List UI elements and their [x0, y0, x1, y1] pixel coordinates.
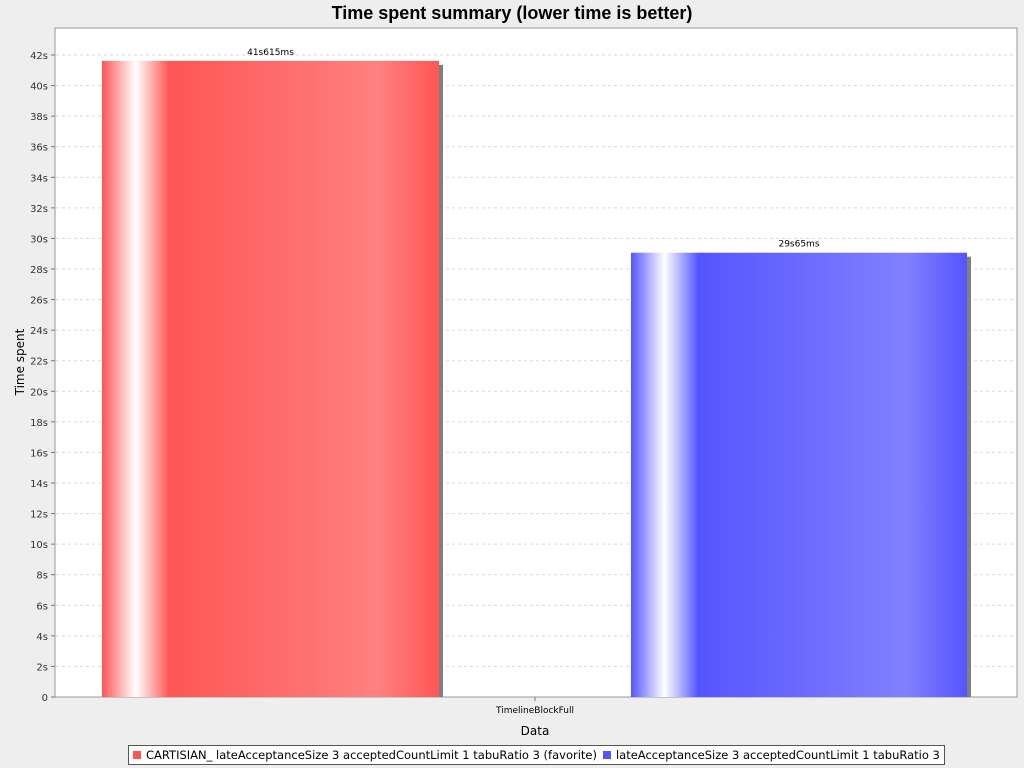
y-tick-label: 30s — [30, 234, 48, 245]
y-tick-label: 36s — [30, 143, 48, 154]
legend-label: CARTISIAN_ lateAcceptanceSize 3 accepted… — [146, 748, 597, 762]
y-tick-label: 12s — [30, 510, 48, 521]
y-tick-label: 28s — [30, 265, 48, 276]
y-tick-label: 16s — [30, 448, 48, 459]
y-tick-label: 0 — [42, 693, 48, 704]
x-axis: TimelineBlockFull — [495, 697, 574, 716]
bar-favorite — [102, 60, 439, 697]
y-tick-label: 10s — [30, 540, 48, 551]
y-tick-label: 40s — [30, 82, 48, 93]
legend-swatch — [602, 751, 611, 759]
x-category-label: TimelineBlockFull — [495, 706, 574, 716]
y-tick-label: 2s — [36, 662, 48, 673]
legend-swatch — [133, 751, 141, 759]
y-tick-label: 6s — [36, 601, 48, 612]
y-tick-label: 42s — [30, 51, 48, 62]
legend-item: lateAcceptanceSize 3 acceptedCountLimit … — [602, 748, 940, 762]
y-tick-label: 26s — [30, 296, 48, 307]
bar-comparison — [631, 252, 967, 698]
y-tick-label: 8s — [36, 571, 48, 582]
y-tick-label: 4s — [36, 632, 48, 643]
y-tick-label: 32s — [30, 204, 48, 215]
y-tick-label: 20s — [30, 387, 48, 398]
y-tick-label: 34s — [30, 173, 48, 184]
chart-title: Time spent summary (lower time is better… — [332, 3, 693, 23]
bar-data-label: 41s615ms — [247, 48, 294, 58]
y-tick-label: 38s — [30, 112, 48, 123]
legend-item: CARTISIAN_ lateAcceptanceSize 3 accepted… — [133, 748, 597, 762]
bars: 41s615ms 29s65ms — [102, 48, 971, 698]
y-axis-label: Time spent — [13, 328, 27, 396]
y-axis: 0 2s 4s 6s 8s 10s 12s 14s 16s 18s 20s 22s 24s 26s 28s 3… — [30, 51, 55, 704]
y-tick-label: 14s — [30, 479, 48, 490]
x-axis-label: Data — [521, 724, 550, 738]
y-tick-label: 22s — [30, 357, 48, 368]
y-tick-label: 24s — [30, 326, 48, 337]
legend: CARTISIAN_ lateAcceptanceSize 3 accepted… — [128, 745, 945, 765]
y-tick-label: 18s — [30, 418, 48, 429]
bar-data-label: 29s65ms — [778, 240, 819, 250]
legend-label: lateAcceptanceSize 3 acceptedCountLimit … — [615, 748, 940, 762]
